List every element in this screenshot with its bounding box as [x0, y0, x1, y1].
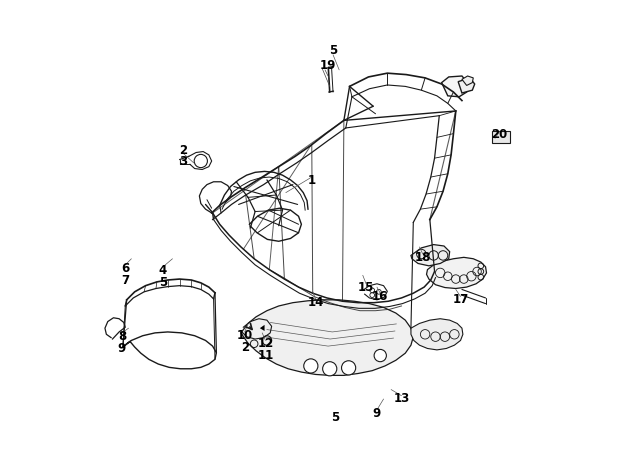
Text: 5: 5 [331, 411, 339, 424]
Polygon shape [411, 245, 449, 266]
Polygon shape [458, 78, 475, 93]
Polygon shape [241, 300, 413, 375]
Text: 4: 4 [159, 264, 167, 277]
Text: 11: 11 [258, 349, 273, 362]
Text: 9: 9 [373, 407, 381, 420]
Text: 20: 20 [492, 128, 508, 141]
Text: 12: 12 [258, 337, 273, 350]
Polygon shape [260, 325, 265, 331]
Bar [492, 131, 510, 143]
Circle shape [304, 359, 318, 373]
Text: 6: 6 [121, 262, 129, 275]
Text: 9: 9 [118, 342, 126, 355]
Text: 17: 17 [453, 294, 468, 306]
Text: 3: 3 [179, 155, 187, 169]
Text: 2: 2 [241, 341, 249, 353]
Text: 18: 18 [415, 251, 431, 264]
Circle shape [342, 361, 356, 375]
Polygon shape [442, 76, 468, 97]
Circle shape [323, 361, 337, 376]
Polygon shape [462, 76, 473, 86]
Text: 5: 5 [159, 276, 167, 289]
Text: 13: 13 [393, 392, 410, 406]
Text: 1: 1 [308, 174, 316, 187]
Text: 2: 2 [179, 143, 187, 157]
Text: 10: 10 [237, 329, 253, 342]
Polygon shape [427, 257, 487, 288]
Polygon shape [411, 319, 463, 350]
Text: 15: 15 [358, 281, 374, 294]
Text: 14: 14 [308, 296, 323, 309]
Text: 7: 7 [121, 274, 129, 286]
Circle shape [374, 350, 386, 361]
Text: 16: 16 [372, 290, 389, 303]
Text: 8: 8 [118, 330, 126, 343]
Text: 5: 5 [329, 45, 337, 57]
Text: 19: 19 [320, 58, 337, 72]
